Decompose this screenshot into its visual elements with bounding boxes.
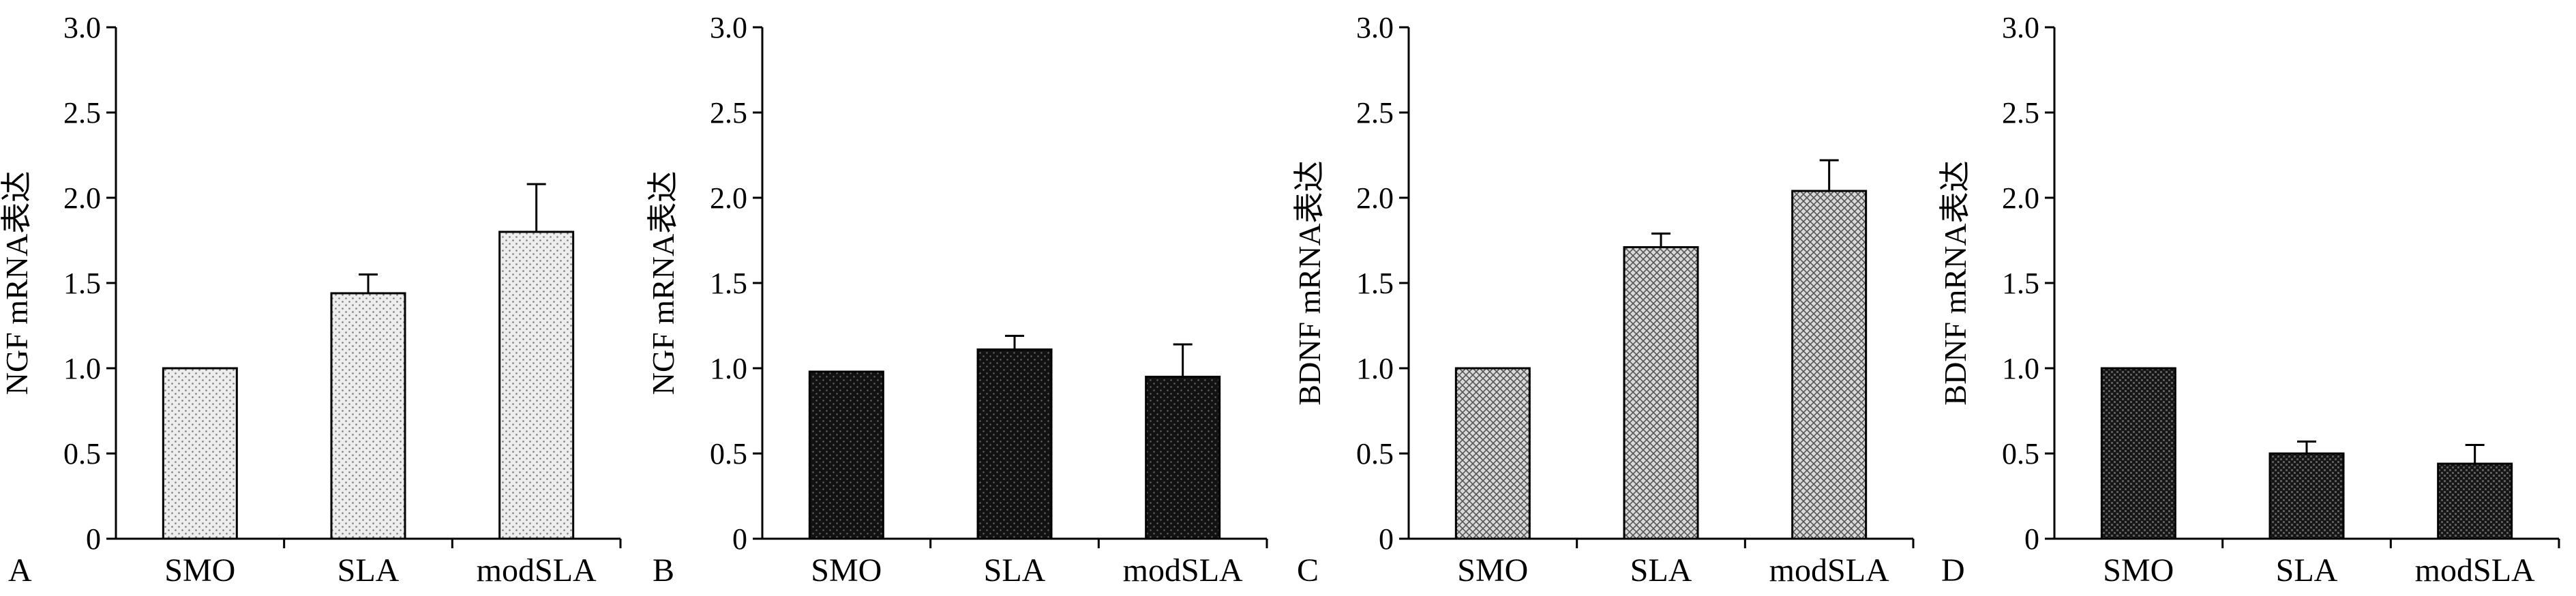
chart-panel-c: 0 0.5 1.0 1.5 2.0 2.5 3.0 BDNF mRNA表达 SMO SLA modS… <box>1292 11 1915 588</box>
y-tick-label: 0.5 <box>710 437 747 471</box>
x-tick-label-modsla: modSLA <box>477 552 597 588</box>
y-tick-label: 1.0 <box>710 352 747 385</box>
y-tick-label: 3.0 <box>1356 11 1394 44</box>
y-tick-label: 2.5 <box>710 96 747 130</box>
y-tick-label: 0.5 <box>1356 437 1394 471</box>
bar-sla <box>330 292 406 540</box>
x-tick-label-smo: SMO <box>1457 552 1528 588</box>
y-tick-label: 2.0 <box>2002 181 2039 215</box>
x-tick-label-sla: SLA <box>2276 552 2338 588</box>
chart-panel-d: 0 0.5 1.0 1.5 2.0 2.5 3.0 BDNF mRNA表达 SMO SLA modS… <box>1938 11 2560 588</box>
x-tick-label-modsla: modSLA <box>1123 552 1243 588</box>
panel-label: C <box>1297 552 1319 588</box>
bar-smo <box>808 370 884 540</box>
bar-smo <box>2100 367 2176 540</box>
x-tick-label-sla: SLA <box>1630 552 1692 588</box>
panel-label: B <box>653 552 674 588</box>
y-tick-label: 2.5 <box>63 96 101 130</box>
x-tick-label-modsla: modSLA <box>2415 552 2535 588</box>
y-tick-label: 2.0 <box>710 181 747 215</box>
y-tick-label: 3.0 <box>2002 11 2039 44</box>
y-tick-label: 2.5 <box>2002 96 2039 130</box>
y-axis-label: BDNF mRNA表达 <box>1292 160 1327 405</box>
chart-panel-a: 0 0.5 1.0 1.5 2.0 2.5 3.0 NGF mRNA表达 SMO SLA modSL… <box>0 11 622 588</box>
x-tick-label-smo: SMO <box>811 552 882 588</box>
panels-group: 0 0.5 1.0 1.5 2.0 2.5 3.0 NGF mRNA表达 SMO SLA modSL… <box>0 11 2560 588</box>
y-tick-label: 1.5 <box>2002 267 2039 300</box>
y-tick-label: 1.0 <box>63 352 101 385</box>
panel-label: D <box>1941 552 1965 588</box>
x-tick-label-smo: SMO <box>164 552 235 588</box>
chart-panel-b: 0 0.5 1.0 1.5 2.0 2.5 3.0 NGF mRNA表达 SMO SLA modSL… <box>646 11 1268 588</box>
y-tick-label: 1.0 <box>2002 352 2039 385</box>
bar-modsla <box>2437 462 2513 540</box>
bar-modsla <box>1145 376 1221 540</box>
x-tick-label-modsla: modSLA <box>1769 552 1889 588</box>
y-tick-label: 0 <box>1379 522 1394 556</box>
y-axis-label: NGF mRNA表达 <box>0 171 34 395</box>
y-axis-label: BDNF mRNA表达 <box>1938 160 1973 405</box>
panel-label: A <box>8 552 32 588</box>
y-axis-label: NGF mRNA表达 <box>646 171 680 395</box>
y-tick-label: 1.0 <box>1356 352 1394 385</box>
y-tick-label: 0.5 <box>2002 437 2039 471</box>
bar-sla <box>976 348 1053 540</box>
y-tick-label: 1.5 <box>1356 267 1394 300</box>
y-tick-label: 2.0 <box>63 181 101 215</box>
y-tick-label: 1.5 <box>710 267 747 300</box>
bar-modsla <box>1791 190 1868 540</box>
y-tick-label: 2.5 <box>1356 96 1394 130</box>
x-tick-label-sla: SLA <box>338 552 400 588</box>
bar-smo <box>1454 367 1531 540</box>
y-tick-label: 3.0 <box>63 11 101 44</box>
y-tick-label: 1.5 <box>63 267 101 300</box>
y-tick-label: 2.0 <box>1356 181 1394 215</box>
y-tick-label: 0.5 <box>63 437 101 471</box>
bar-modsla <box>498 230 575 540</box>
y-tick-label: 0 <box>2024 522 2039 556</box>
bar-smo <box>162 367 238 540</box>
bar-sla <box>1623 246 1699 540</box>
y-tick-label: 0 <box>86 522 101 556</box>
y-tick-label: 3.0 <box>710 11 747 44</box>
bar-sla <box>2268 452 2345 540</box>
x-tick-label-smo: SMO <box>2103 552 2174 588</box>
y-tick-label: 0 <box>732 522 747 556</box>
x-tick-label-sla: SLA <box>984 552 1046 588</box>
